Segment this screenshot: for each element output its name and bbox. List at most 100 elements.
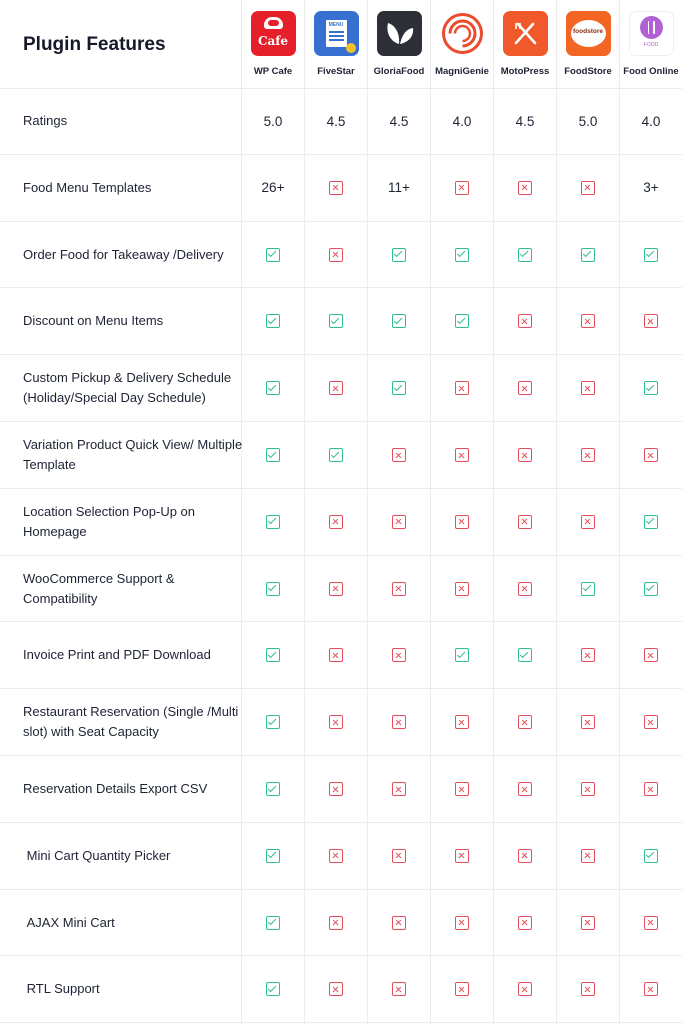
feature-cell [431,556,493,622]
cross-icon [329,848,343,863]
wpcafe-logo-icon: Cafe [250,11,296,56]
cross-icon [644,915,658,930]
magnigenie-logo-icon [439,11,485,56]
cross-icon [455,982,469,997]
cross-icon [329,381,343,396]
feature-cell [242,689,304,755]
foodonline-logo-icon: FOOD [628,11,674,56]
plugin-column-header: Cafe WP Cafe [242,0,304,88]
cross-icon [581,314,595,329]
feature-cell [431,155,493,221]
feature-cell [305,288,367,354]
cross-icon [455,715,469,730]
check-icon [266,782,280,796]
feature-cell [242,422,304,488]
feature-cell [557,489,619,555]
feature-cell [368,756,430,822]
feature-cell [431,422,493,488]
cross-icon [455,782,469,796]
feature-cell [368,823,430,889]
check-icon [266,247,280,262]
cross-icon [581,982,595,997]
cross-icon [455,915,469,930]
cross-icon [329,581,343,596]
cross-icon [581,715,595,730]
feature-cell [242,288,304,354]
feature-cell [305,622,367,688]
table-row: Discount on Menu Items [0,288,682,356]
check-icon [392,381,406,396]
feature-cell [242,823,304,889]
feature-cell [431,689,493,755]
cross-icon [392,715,406,730]
feature-cell [242,222,304,288]
feature-cell [368,222,430,288]
check-icon [266,715,280,730]
cross-icon [518,782,532,796]
cross-icon [455,180,469,195]
plugin-column-header: foodstore FoodStore [557,0,619,88]
feature-cell [431,355,493,421]
foodstore-logo-icon: foodstore [565,11,611,56]
cross-icon [644,782,658,796]
column-divider [493,0,494,1024]
check-icon [644,514,658,529]
cross-icon [581,514,595,529]
feature-cell [620,756,682,822]
cross-icon [581,915,595,930]
feature-cell [431,956,493,1022]
cross-icon [392,448,406,462]
feature-cell [620,288,682,354]
plugin-name: MotoPress [500,66,550,77]
column-divider [367,0,368,1024]
cross-icon [518,915,532,930]
plugin-name: FiveStar [317,66,355,77]
feature-cell [305,890,367,956]
feature-label: Location Selection Pop-Up on Homepage [23,503,199,539]
feature-cell [431,890,493,956]
feature-cell [620,890,682,956]
feature-cell [431,489,493,555]
feature-cell [494,422,556,488]
check-icon [518,247,532,262]
feature-cell [431,288,493,354]
value-cell: 4.5 [515,113,535,129]
feature-cell [305,756,367,822]
cross-icon [581,848,595,863]
check-icon [266,448,280,462]
feature-cell [620,622,682,688]
value-cell: 4.5 [389,113,409,129]
feature-label: AJAX Mini Cart [23,914,115,930]
plugin-column-header: MagniGenie [431,0,493,88]
cross-icon [581,180,595,195]
column-divider [241,0,242,1024]
feature-cell [494,756,556,822]
feature-cell [305,956,367,1022]
feature-cell [494,489,556,555]
feature-cell [305,222,367,288]
cross-icon [518,314,532,329]
feature-cell [557,155,619,221]
feature-label: Mini Cart Quantity Picker [23,847,171,863]
feature-cell [305,689,367,755]
table-row: Order Food for Takeaway /Delivery [0,222,682,289]
feature-label: Reservation Details Export CSV [23,781,208,796]
feature-cell [368,489,430,555]
fivestar-logo-icon: MENU [313,11,359,56]
feature-cell [242,489,304,555]
feature-cell [368,556,430,622]
table-row: Variation Product Quick View/ Multiple T… [0,422,682,489]
feature-cell [620,556,682,622]
feature-label: Discount on Menu Items [23,313,164,329]
feature-label: Restaurant Reservation (Single /Multi sl… [23,704,242,740]
cross-icon [644,314,658,329]
feature-cell [620,689,682,755]
value-cell: 11+ [388,180,410,196]
check-icon [266,381,280,396]
check-icon [455,247,469,262]
cross-icon [518,581,532,596]
feature-cell [305,823,367,889]
value-cell: 4.0 [641,113,661,129]
check-icon [266,314,280,329]
feature-cell [557,689,619,755]
